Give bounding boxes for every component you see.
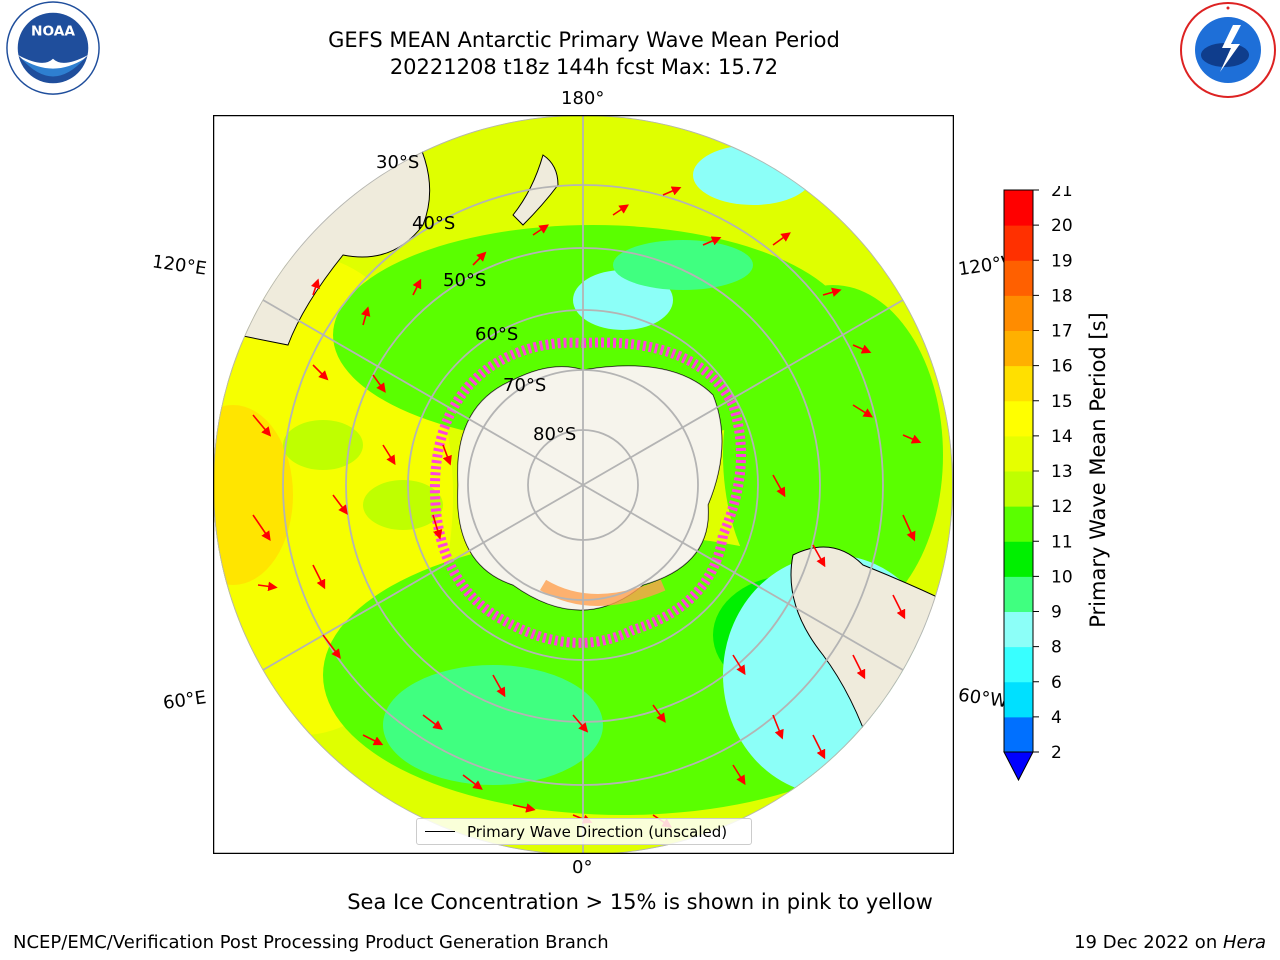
lon-label-0: 0° [572,857,593,878]
credit-text: NCEP/EMC/Verification Post Processing Pr… [13,932,609,953]
colorbar-tick-label: 12 [1051,497,1073,517]
colorbar-tick-label: 17 [1051,322,1073,342]
nws-logo [1180,2,1276,98]
colorbar-segment [1004,716,1033,753]
colorbar-segment [1004,295,1033,331]
svg-text:NOAA: NOAA [31,23,75,39]
colorbar-segment [1004,435,1033,472]
colorbar-segment [1004,365,1033,402]
noaa-logo: NOAA [6,1,100,95]
colorbar-segment [1004,506,1033,542]
colorbar-segment [1004,646,1033,683]
colorbar-tick-label: 21 [1051,186,1073,201]
lon-label-180: 180° [561,88,605,109]
lat-label-80s: 80°S [533,424,577,445]
run-date: 19 Dec 2022 on Hera [1074,932,1266,953]
colorbar-tick-label: 16 [1051,357,1073,377]
wave-direction-arrows [252,186,922,828]
colorbar-tick-label: 18 [1051,286,1073,306]
colorbar-tick-label: 19 [1051,251,1073,271]
colorbar-segment [1004,611,1033,648]
polar-map [213,115,954,854]
lat-label-50s: 50°S [443,270,487,291]
chart-subtitle: 20221208 t18z 144h fcst Max: 15.72 [389,55,779,79]
colorbar-tick-label: 13 [1051,462,1073,482]
lat-label-30s: 30°S [376,152,420,173]
chart-title: GEFS MEAN Antarctic Primary Wave Mean Pe… [328,28,840,52]
lat-label-70s: 70°S [503,375,547,396]
colorbar: 2 4 6 8 9 10 11 12 13 14 15 16 17 18 19 20 21 [1003,186,1073,782]
colorbar-tick-label: 4 [1051,708,1062,728]
sea-ice-note: Sea Ice Concentration > 15% is shown in … [347,890,933,914]
map-legend: Primary Wave Direction (unscaled) [416,818,752,845]
legend-label: Primary Wave Direction (unscaled) [467,823,728,841]
legend-line-icon [425,831,455,832]
colorbar-tick-label: 15 [1051,392,1073,412]
lon-label-60e: 60°E [161,687,208,714]
date-text: 19 Dec 2022 on [1074,932,1223,953]
colorbar-segment [1004,225,1033,261]
colorbar-tick-label: 14 [1051,427,1073,447]
colorbar-tick-label: 2 [1051,743,1062,763]
lat-label-40s: 40°S [412,213,456,234]
colorbar-tick-label: 20 [1051,216,1073,236]
colorbar-segment [1004,400,1033,437]
colorbar-extend-triangle [1003,751,1034,782]
host-name: Hera [1222,932,1266,953]
lat-label-60s: 60°S [475,324,519,345]
colorbar-segment [1004,260,1033,296]
colorbar-segment [1004,541,1033,577]
lon-label-120e: 120°E [150,251,208,280]
wave-period-field [213,115,953,854]
colorbar-tick-label: 10 [1051,567,1073,587]
colorbar-tick-label: 9 [1051,603,1062,623]
colorbar-segment [1004,190,1033,226]
colorbar-segment [1004,681,1033,718]
colorbar-segment [1004,471,1033,507]
colorbar-tick-label: 8 [1051,638,1062,658]
colorbar-segment [1004,576,1033,612]
colorbar-tick-label: 6 [1051,673,1062,693]
colorbar-segment [1004,330,1033,367]
colorbar-tick-label: 11 [1051,532,1073,552]
colorbar-title: Primary Wave Mean Period [s] [1086,312,1110,628]
